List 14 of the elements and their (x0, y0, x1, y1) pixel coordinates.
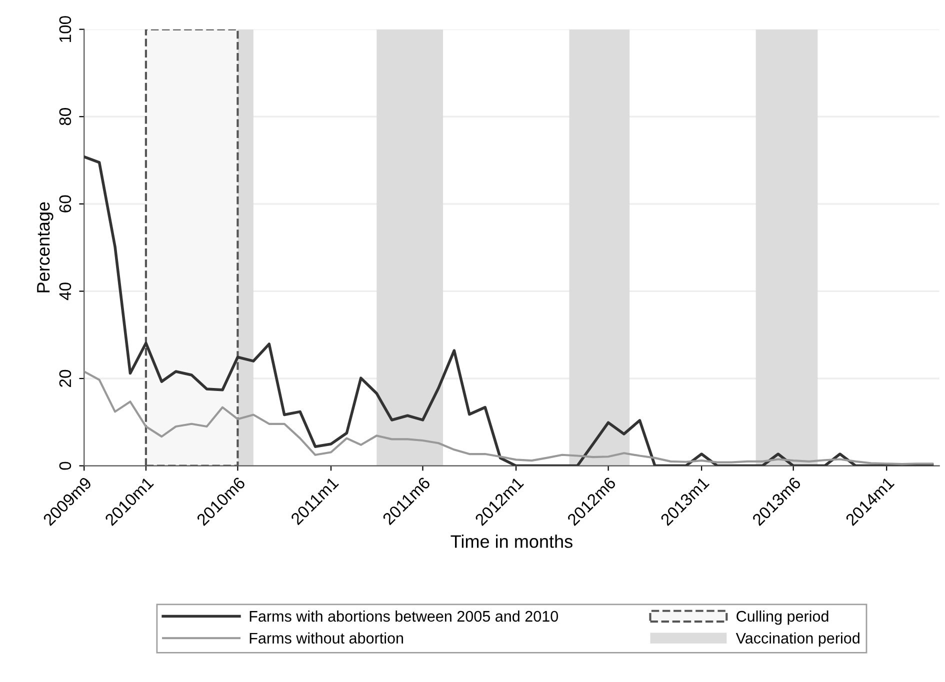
legend-label: Culling period (736, 610, 828, 625)
y-tick-label: 80 (59, 108, 72, 126)
line-series (84, 155, 934, 466)
legend-label: Farms with abortions between 2005 and 2010 (250, 610, 558, 622)
y-tick-label: 20 (59, 370, 72, 387)
x-axis-title: Time in months (450, 534, 572, 548)
legend-label: Vaccination period (736, 632, 860, 647)
y-tick-label: 0 (59, 462, 72, 470)
y-tick-label: 60 (59, 195, 72, 212)
y-tick-label: 100 (59, 16, 72, 42)
legend-label: Farms without abortion (250, 632, 404, 644)
line-series (84, 370, 934, 466)
y-tick-label: 40 (59, 282, 72, 300)
y-axis-title: Percentage (37, 202, 54, 292)
